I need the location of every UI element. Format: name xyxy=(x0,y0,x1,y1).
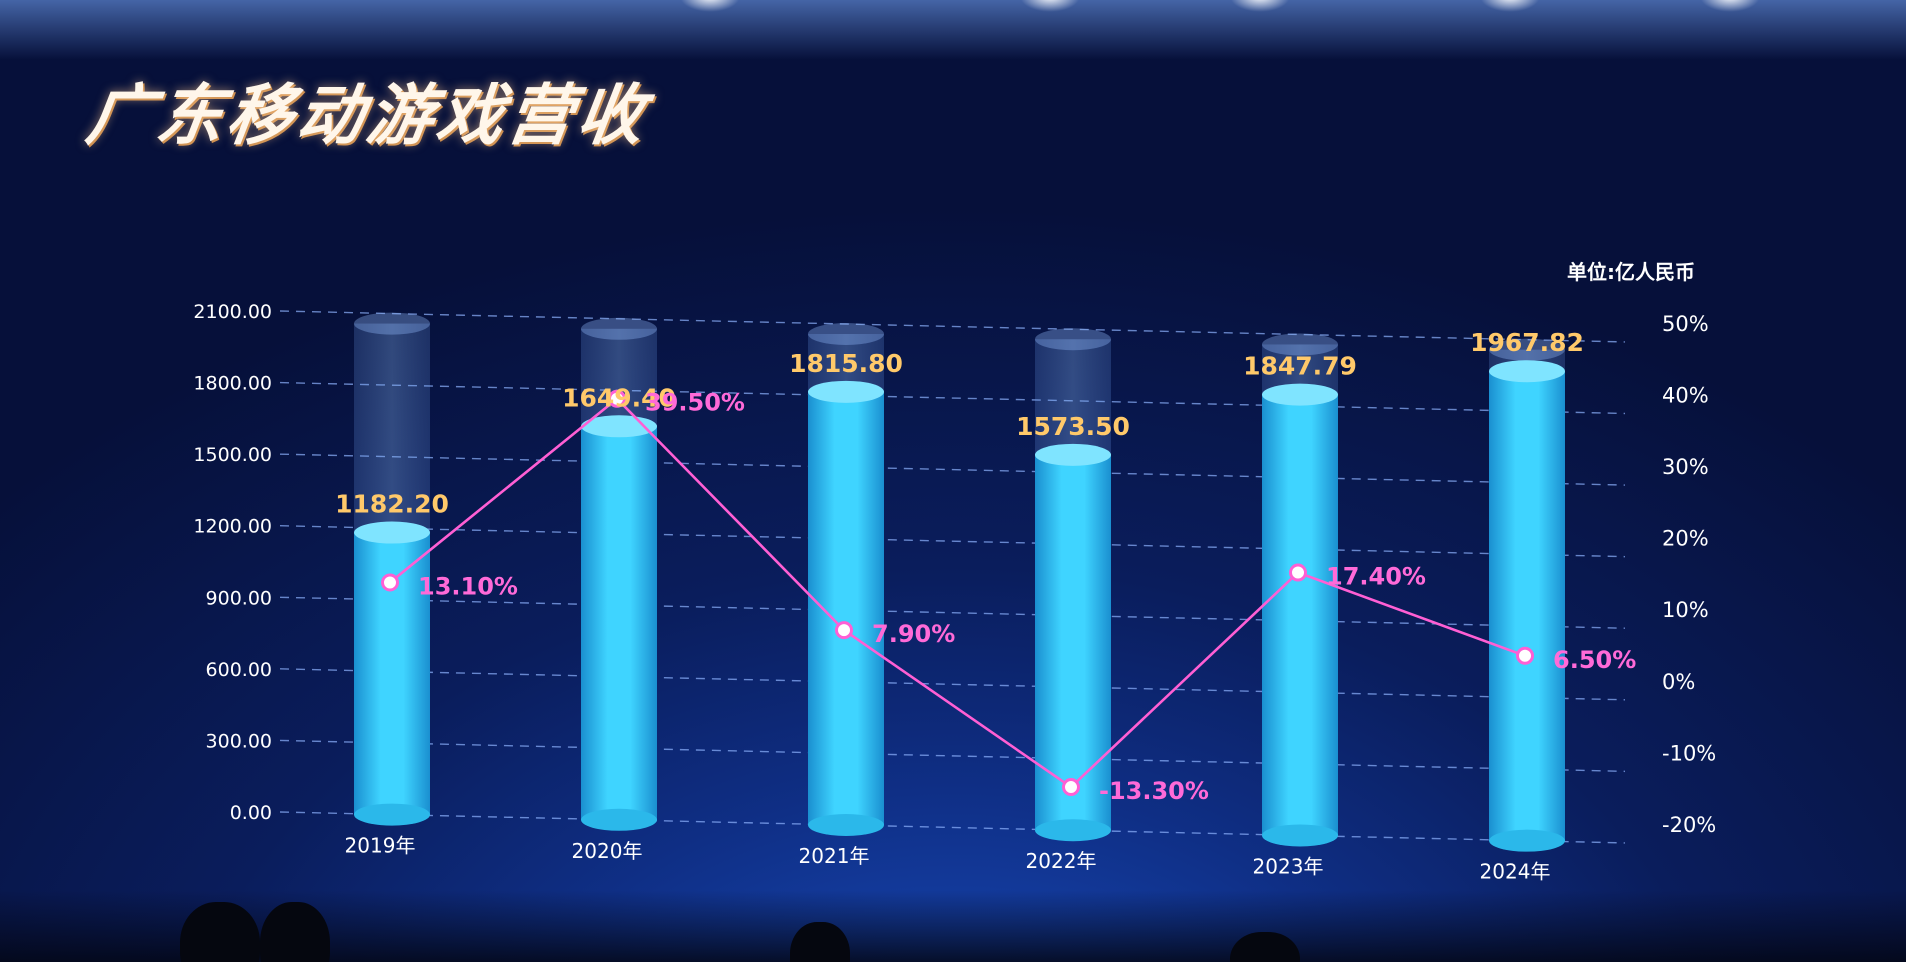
bar-top xyxy=(1262,383,1338,406)
y-right-tick-label: 0% xyxy=(1662,670,1695,694)
growth-point xyxy=(835,621,853,640)
bar-top xyxy=(354,521,430,544)
x-tick-label: 2020年 xyxy=(572,839,643,863)
audience-head xyxy=(260,902,330,962)
stage-light xyxy=(1020,0,1080,12)
y-left-tick-label: 1800.00 xyxy=(193,373,272,395)
bar-base xyxy=(1489,829,1565,852)
gridline xyxy=(279,739,1626,773)
growth-point xyxy=(608,389,626,408)
growth-label: -13.30% xyxy=(1099,777,1209,805)
x-tick-label: 2022年 xyxy=(1026,849,1097,873)
x-tick-label: 2023年 xyxy=(1253,854,1324,878)
stage-light xyxy=(1230,0,1290,12)
stage-top-glow xyxy=(0,0,1906,60)
growth-label: 7.90% xyxy=(872,620,955,648)
y-right-tick-label: 10% xyxy=(1662,598,1709,622)
growth-point xyxy=(381,573,399,592)
bar xyxy=(1035,454,1111,831)
gridline xyxy=(279,596,1626,629)
bar xyxy=(1489,371,1565,841)
stage-light xyxy=(1480,0,1540,12)
bar-ghost-top xyxy=(808,323,884,346)
y-right-tick-label: 20% xyxy=(1662,527,1709,551)
stage-light xyxy=(1700,0,1760,12)
growth-label: 13.10% xyxy=(418,572,518,600)
gridline xyxy=(279,453,1626,486)
audience-head xyxy=(180,902,260,962)
bar-base xyxy=(1035,819,1111,842)
bar-base xyxy=(581,808,657,831)
stage-light xyxy=(680,0,740,12)
y-left-tick-label: 1200.00 xyxy=(193,516,272,538)
bar-base xyxy=(1262,824,1338,847)
bar-ghost-top xyxy=(1489,338,1565,361)
audience-head xyxy=(790,922,850,962)
gridline xyxy=(279,310,1626,343)
bar-value-label: 1573.50 xyxy=(1016,412,1130,441)
bar-top xyxy=(1489,360,1565,383)
bar-value-label: 1182.20 xyxy=(335,490,449,519)
bar-ghost-top xyxy=(1035,328,1111,351)
gridline xyxy=(279,525,1626,558)
y-left-tick-label: 600.00 xyxy=(206,659,272,681)
bar-base xyxy=(354,803,430,826)
growth-point xyxy=(1516,646,1534,665)
growth-label: 6.50% xyxy=(1553,646,1636,674)
y-left-tick-label: 1500.00 xyxy=(193,444,272,466)
bar xyxy=(581,426,657,820)
growth-point xyxy=(1289,563,1307,582)
growth-line xyxy=(389,396,1526,789)
audience-silhouettes xyxy=(0,890,1906,962)
bar-ghost-top xyxy=(354,312,430,335)
bar xyxy=(808,391,884,826)
bar-top xyxy=(808,380,884,403)
growth-label: 17.40% xyxy=(1326,563,1426,591)
bar-top xyxy=(1035,443,1111,466)
x-tick-label: 2021年 xyxy=(799,844,870,868)
x-tick-label: 2024年 xyxy=(1480,860,1551,884)
y-left-tick-label: 300.00 xyxy=(206,730,272,752)
audience-head xyxy=(1230,932,1300,962)
bar xyxy=(1262,394,1338,836)
bar-ghost-top xyxy=(581,317,657,340)
y-left-tick-label: 0.00 xyxy=(230,802,272,824)
bar-value-label: 1967.82 xyxy=(1470,328,1584,357)
gridline xyxy=(279,811,1626,844)
bar-value-label: 1649.40 xyxy=(562,383,676,412)
y-left-tick-label: 2100.00 xyxy=(193,301,272,323)
bar-ghost-top xyxy=(1262,333,1338,356)
y-right-tick-label: 30% xyxy=(1662,455,1709,479)
x-tick-label: 2019年 xyxy=(345,834,416,858)
gridline xyxy=(279,381,1626,415)
y-right-tick-label: -20% xyxy=(1662,813,1716,837)
y-right-tick-label: 50% xyxy=(1662,312,1709,336)
bar-value-label: 1847.79 xyxy=(1243,352,1357,381)
y-right-tick-label: -10% xyxy=(1662,741,1716,765)
bar-value-label: 1815.80 xyxy=(789,349,903,378)
bar-base xyxy=(808,814,884,837)
gridline xyxy=(279,668,1626,701)
y-left-tick-label: 900.00 xyxy=(206,587,272,609)
growth-point xyxy=(1062,778,1080,797)
unit-label: 单位:亿人民币 xyxy=(1567,260,1695,284)
y-right-tick-label: 40% xyxy=(1662,384,1709,408)
growth-label: 39.50% xyxy=(645,389,745,417)
